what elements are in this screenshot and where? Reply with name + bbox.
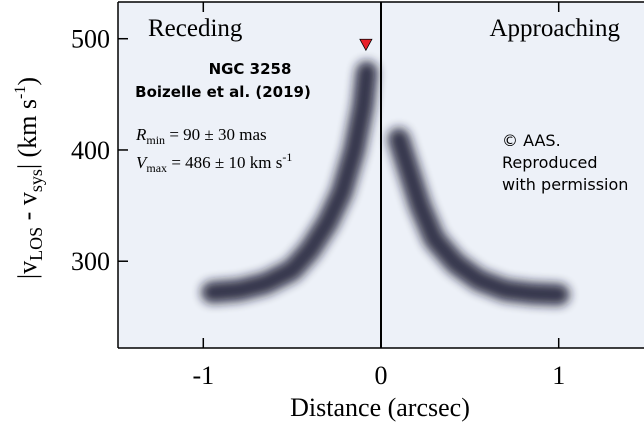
y-axis-label-part: -1 [12, 86, 29, 99]
superscript: -1 [282, 150, 292, 164]
y-tick-label: 400 [71, 136, 110, 165]
y-axis-label-part: | (km s [13, 99, 42, 169]
text: = 90 ± 30 mas [165, 125, 267, 144]
symbol: R [135, 125, 147, 144]
text: = 486 ± 10 km s [167, 153, 282, 172]
emission-ridge [387, 127, 570, 306]
copyright: with permission [502, 175, 628, 194]
parameter-vmax: Vmax = 486 ± 10 km s-1 [136, 150, 292, 175]
peak-marker [359, 38, 373, 52]
copyright: © AAS. [502, 131, 561, 150]
y-axis-label-part: ) [13, 77, 42, 86]
x-tick-label: 0 [375, 361, 388, 390]
emission-ridge [201, 61, 378, 304]
subscript: min [146, 133, 165, 147]
y-axis-label-part: - v [13, 192, 42, 227]
copyright: Reproduced [502, 153, 598, 172]
series-label: Receding [148, 15, 243, 42]
y-axis-label-part: LOS [26, 227, 46, 261]
y-axis-label-part: |v [13, 261, 42, 279]
y-axis-label-part: sys [26, 169, 46, 192]
x-axis-label: Distance (arcsec) [290, 393, 470, 422]
y-tick-label: 500 [71, 25, 110, 54]
series-label: Approaching [489, 15, 620, 42]
object-name: NGC 3258 [209, 60, 292, 78]
y-tick-label: 300 [71, 247, 110, 276]
y-axis-label: |vLOS - vsys| (km s-1) [12, 77, 46, 279]
symbol: V [136, 153, 149, 172]
x-tick-label: 1 [552, 361, 565, 390]
x-tick-label: -1 [192, 361, 214, 390]
parameter-rmin: Rmin = 90 ± 30 mas [135, 125, 267, 147]
subscript: max [146, 161, 167, 175]
reference: Boizelle et al. (2019) [135, 83, 311, 101]
